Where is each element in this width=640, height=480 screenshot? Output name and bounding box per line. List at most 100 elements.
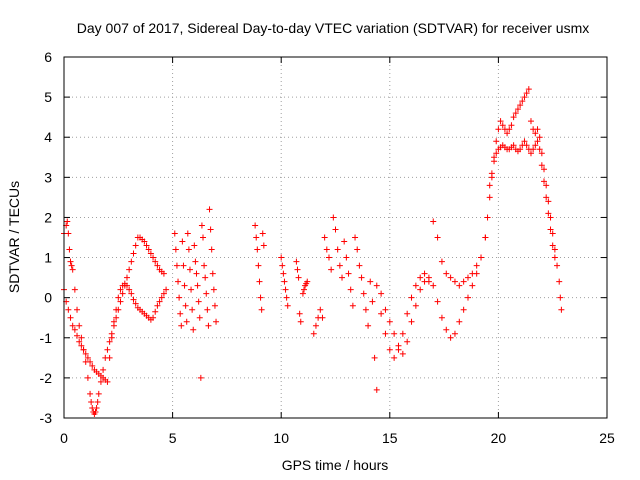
- data-point: [534, 138, 541, 145]
- data-point: [352, 234, 359, 241]
- data-point: [206, 206, 213, 213]
- data-point: [154, 262, 161, 269]
- data-point: [556, 278, 563, 285]
- data-point: [299, 290, 306, 297]
- data-point: [295, 274, 302, 281]
- data-point: [325, 254, 332, 261]
- axis-ticks: [63, 56, 608, 419]
- data-point: [532, 130, 539, 137]
- data-point: [512, 110, 519, 117]
- data-point: [332, 226, 339, 233]
- x-tick-label: 0: [60, 430, 68, 446]
- data-point: [301, 286, 308, 293]
- y-tick-label: 0: [44, 290, 52, 306]
- data-point: [386, 318, 393, 325]
- series-trace-a: [61, 280, 170, 385]
- data-point: [260, 242, 267, 249]
- data-point: [210, 286, 217, 293]
- x-tick-label: 25: [599, 430, 615, 446]
- data-point: [547, 214, 554, 221]
- data-point: [495, 126, 502, 133]
- data-point: [113, 314, 120, 321]
- series-storm-lower: [486, 138, 558, 261]
- data-point: [173, 262, 180, 269]
- data-point: [255, 262, 262, 269]
- data-point: [488, 170, 495, 177]
- y-tick-label: 3: [44, 169, 52, 185]
- data-point: [323, 246, 330, 253]
- data-point: [354, 246, 361, 253]
- data-point: [293, 258, 300, 265]
- data-point: [460, 306, 467, 313]
- data-point: [257, 294, 264, 301]
- data-point: [493, 138, 500, 145]
- data-point: [294, 266, 301, 273]
- data-point: [175, 278, 182, 285]
- data-point: [76, 322, 83, 329]
- data-point: [106, 338, 113, 345]
- data-point: [310, 330, 317, 337]
- y-tick-label: -3: [40, 410, 53, 426]
- data-point: [115, 294, 122, 301]
- data-point: [545, 210, 552, 217]
- data-point: [339, 274, 346, 281]
- data-point: [478, 254, 485, 261]
- data-point: [84, 374, 91, 381]
- data-point: [143, 242, 150, 249]
- data-point: [280, 270, 287, 277]
- data-point: [347, 286, 354, 293]
- data-point: [543, 182, 550, 189]
- y-tick-label: 5: [44, 89, 52, 105]
- data-point: [460, 278, 467, 285]
- data-point: [179, 238, 186, 245]
- data-point: [517, 102, 524, 109]
- data-point: [172, 246, 179, 253]
- data-point: [74, 306, 81, 313]
- data-point: [469, 282, 476, 289]
- data-point: [67, 258, 74, 265]
- data-point: [391, 354, 398, 361]
- data-point: [517, 146, 524, 153]
- data-point: [349, 302, 356, 309]
- data-point: [551, 246, 558, 253]
- data-point: [82, 358, 89, 365]
- data-point: [330, 214, 337, 221]
- data-point: [121, 282, 128, 289]
- data-point: [549, 242, 556, 249]
- data-point: [182, 302, 189, 309]
- data-point: [189, 306, 196, 313]
- data-point: [126, 286, 133, 293]
- data-point: [150, 254, 157, 261]
- data-point: [514, 106, 521, 113]
- data-point: [152, 258, 159, 265]
- data-point: [110, 322, 117, 329]
- data-point: [382, 330, 389, 337]
- x-tick-labels: 0 5 10 15 20 25: [60, 430, 615, 446]
- data-point: [378, 290, 385, 297]
- data-point: [343, 254, 350, 261]
- data-point: [254, 246, 261, 253]
- data-point: [543, 194, 550, 201]
- data-point: [281, 278, 288, 285]
- data-point: [180, 262, 187, 269]
- data-point: [536, 146, 543, 153]
- data-point: [69, 266, 76, 273]
- data-point: [551, 254, 558, 261]
- data-point: [464, 294, 471, 301]
- data-point: [252, 222, 259, 229]
- data-point: [417, 286, 424, 293]
- data-point: [186, 266, 193, 273]
- data-point: [499, 122, 506, 129]
- data-point: [97, 378, 104, 385]
- data-point: [506, 126, 513, 133]
- data-point: [78, 334, 85, 341]
- data-point: [369, 298, 376, 305]
- data-point: [508, 122, 515, 129]
- data-point: [521, 94, 528, 101]
- data-point: [198, 222, 205, 229]
- data-point: [412, 282, 419, 289]
- x-tick-label: 10: [273, 430, 289, 446]
- data-point: [321, 234, 328, 241]
- data-point: [163, 286, 170, 293]
- data-point: [154, 302, 161, 309]
